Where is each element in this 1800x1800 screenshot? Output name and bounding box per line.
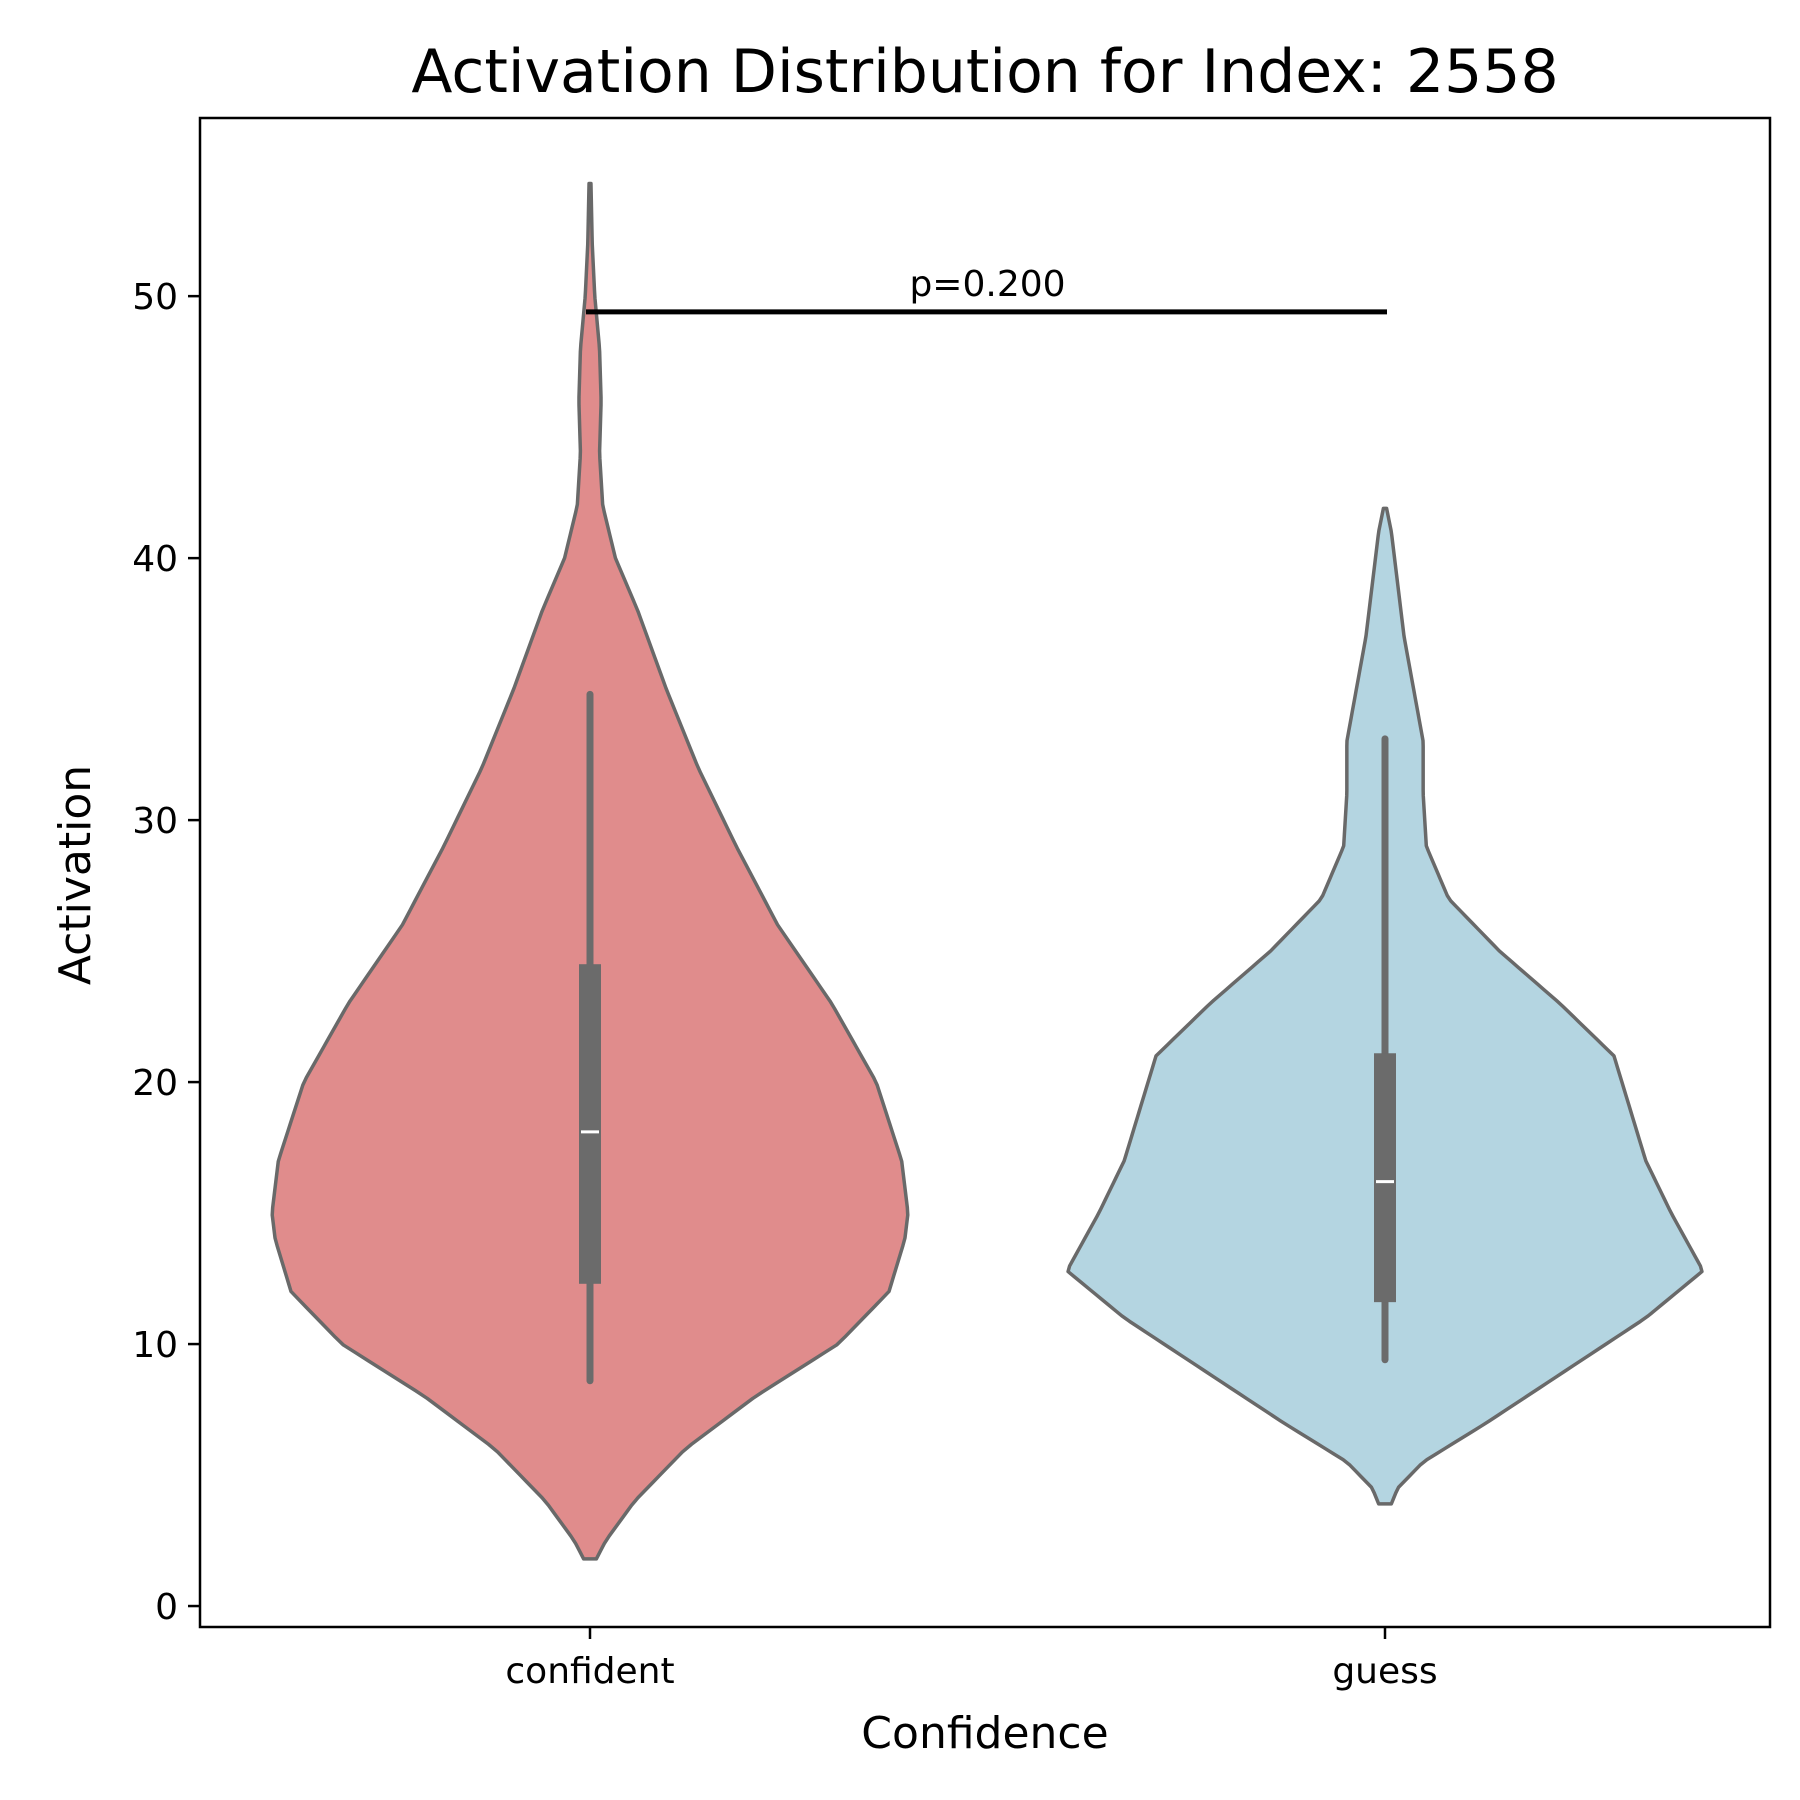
chart-title: Activation Distribution for Index: 2558 [411, 37, 1558, 107]
y-tick-label: 40 [132, 539, 178, 580]
violins [270, 181, 1704, 1561]
x-axis-title: Confidence [861, 1708, 1108, 1759]
y-tick-label: 30 [132, 801, 178, 842]
plot-frame [198, 116, 1772, 1629]
iqr-box-guess [1374, 1053, 1396, 1303]
x-tick-label: confident [505, 1651, 674, 1692]
iqr-box-confident [579, 964, 601, 1284]
x-tick-label: guess [1332, 1651, 1437, 1692]
y-tick-label: 10 [132, 1325, 178, 1366]
p-value-label: p=0.200 [909, 264, 1065, 305]
significance-annotation: p=0.200 [586, 264, 1387, 315]
y-tick-label: 20 [132, 1063, 178, 1104]
y-tick-label: 0 [155, 1587, 178, 1628]
y-tick-label: 50 [132, 277, 178, 318]
axes: 0 10 20 30 40 50 confident guess [132, 116, 1772, 1692]
box-plots [579, 690, 1396, 1385]
y-axis-title: Activation [50, 765, 101, 985]
